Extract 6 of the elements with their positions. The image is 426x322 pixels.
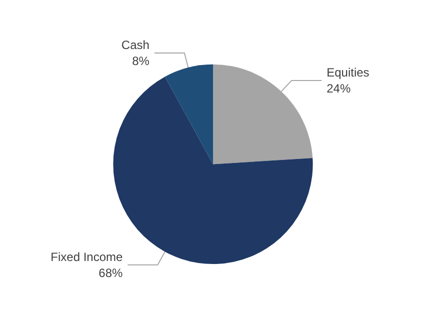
- data-label: 68%: [98, 266, 123, 280]
- data-label: 24%: [326, 82, 351, 96]
- data-label: 8%: [132, 54, 150, 68]
- slice-label: Fixed Income: [50, 250, 124, 264]
- slice-label: Cash: [121, 38, 150, 52]
- slice-label: Equities: [326, 66, 370, 80]
